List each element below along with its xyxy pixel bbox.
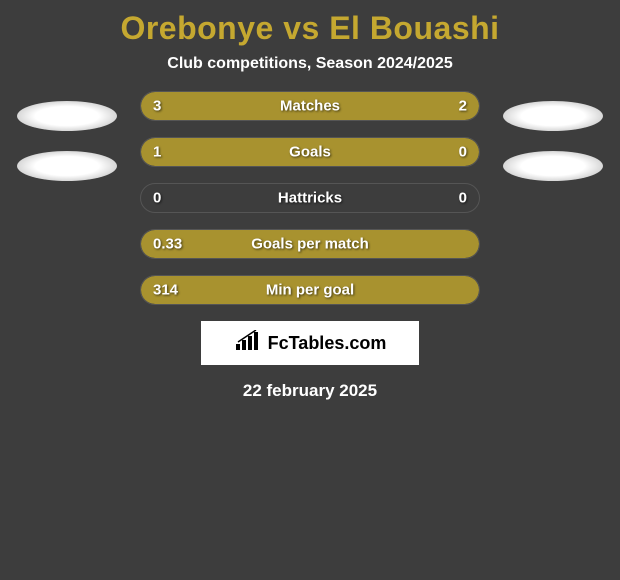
stat-label: Goals bbox=[289, 144, 331, 161]
stat-label: Hattricks bbox=[278, 190, 342, 207]
stat-left-value: 1 bbox=[153, 144, 161, 161]
stat-right-value: 2 bbox=[459, 98, 467, 115]
branding-text: FcTables.com bbox=[268, 333, 387, 354]
team-badge-right-1 bbox=[503, 101, 603, 131]
comparison-widget: Orebonye vs El Bouashi Club competitions… bbox=[0, 0, 620, 411]
stat-left-value: 3 bbox=[153, 98, 161, 115]
stat-row-gpm: 0.33 Goals per match bbox=[140, 229, 480, 259]
left-badges bbox=[12, 91, 122, 181]
stat-left-value: 0.33 bbox=[153, 236, 182, 253]
stats-area: 3 Matches 2 1 Goals 0 0 Hattricks 0 0. bbox=[0, 91, 620, 305]
page-subtitle: Club competitions, Season 2024/2025 bbox=[0, 55, 620, 73]
stat-row-hattricks: 0 Hattricks 0 bbox=[140, 183, 480, 213]
stat-label: Goals per match bbox=[251, 236, 369, 253]
stat-right-value: 0 bbox=[459, 190, 467, 207]
page-title: Orebonye vs El Bouashi bbox=[0, 10, 620, 47]
footer-date: 22 february 2025 bbox=[0, 381, 620, 401]
stat-row-mpg: 314 Min per goal bbox=[140, 275, 480, 305]
right-badges bbox=[498, 91, 608, 181]
chart-icon bbox=[234, 330, 262, 357]
stat-bars: 3 Matches 2 1 Goals 0 0 Hattricks 0 0. bbox=[140, 91, 480, 305]
stat-label: Min per goal bbox=[266, 282, 354, 299]
stat-row-goals: 1 Goals 0 bbox=[140, 137, 480, 167]
bar-fill-left bbox=[141, 138, 401, 166]
stat-right-value: 0 bbox=[459, 144, 467, 161]
team-badge-right-2 bbox=[503, 151, 603, 181]
stat-label: Matches bbox=[280, 98, 340, 115]
stat-left-value: 314 bbox=[153, 282, 178, 299]
team-badge-left-1 bbox=[17, 101, 117, 131]
stat-row-matches: 3 Matches 2 bbox=[140, 91, 480, 121]
team-badge-left-2 bbox=[17, 151, 117, 181]
branding-box[interactable]: FcTables.com bbox=[201, 321, 419, 365]
bar-fill-right bbox=[401, 138, 479, 166]
stat-left-value: 0 bbox=[153, 190, 161, 207]
